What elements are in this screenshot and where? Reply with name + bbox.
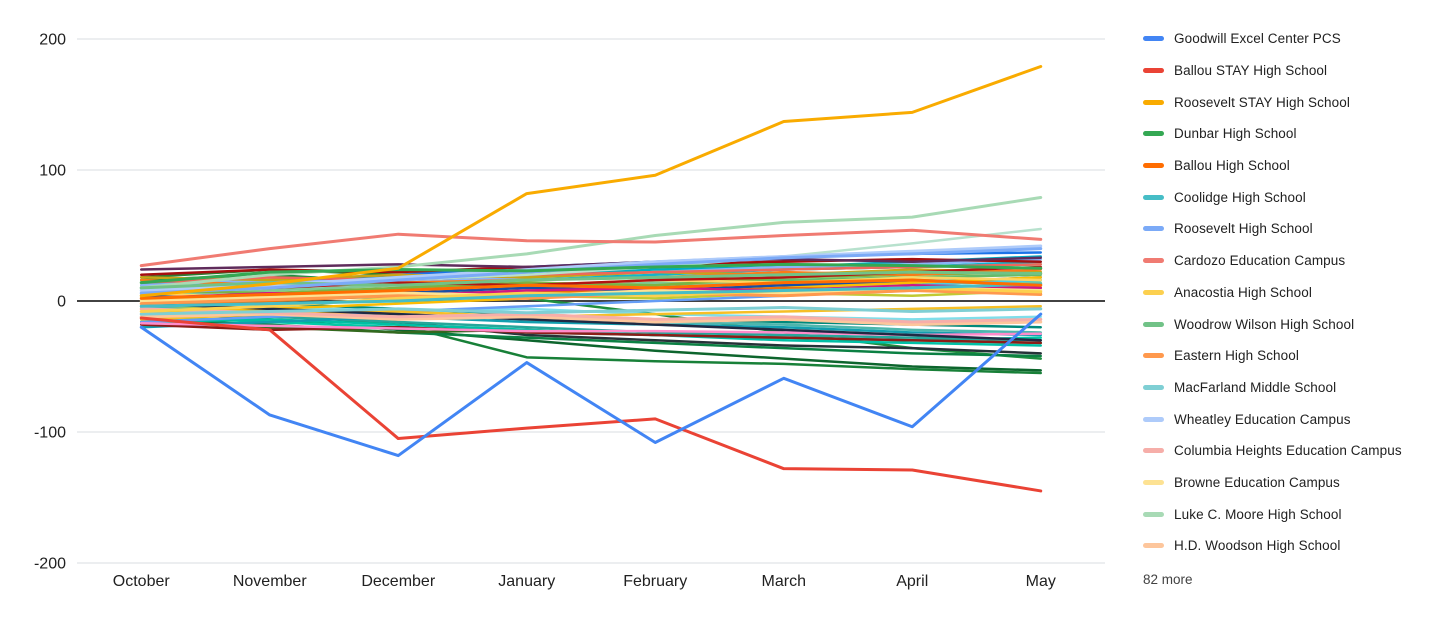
series-line [139, 228, 1043, 268]
legend-swatch-icon [1143, 321, 1164, 327]
axis-tick-labels: 200 100 0 -100 -200 October November December Ja… [34, 32, 1056, 591]
series-line [140, 315, 1042, 337]
legend-item-label: Dunbar High School [1174, 126, 1297, 142]
series-line [140, 268, 1042, 282]
legend-item-label: Woodrow Wilson High School [1174, 316, 1355, 332]
legend-item: Coolidge High School [1143, 181, 1453, 213]
x-tick-label: December [361, 573, 435, 590]
legend-item-label: Columbia Heights Education Campus [1174, 443, 1402, 459]
legend-swatch-icon [1143, 416, 1164, 422]
x-tick-label: March [762, 573, 806, 590]
legend-item: Anacostia High School [1143, 277, 1453, 309]
series-lines [139, 65, 1043, 493]
legend-more-label: 82 more [1143, 571, 1193, 587]
legend-item: Wheatley Education Campus [1143, 403, 1453, 435]
legend-item: Dunbar High School [1143, 118, 1453, 150]
series-line [139, 270, 1043, 290]
legend-swatch-icon [1143, 163, 1164, 169]
x-tick-label: May [1026, 573, 1056, 590]
legend-swatch-icon [1143, 543, 1164, 549]
legend-swatch-icon [1143, 479, 1164, 485]
series-line [139, 65, 1043, 298]
legend-item-label: Roosevelt STAY High School [1174, 94, 1350, 110]
legend: Goodwill Excel Center PCS Ballou STAY Hig… [1143, 23, 1453, 587]
y-tick-label: 0 [57, 294, 66, 311]
legend-item: Ballou STAY High School [1143, 55, 1453, 87]
legend-swatch-icon [1143, 226, 1164, 232]
legend-swatch-icon [1143, 448, 1164, 454]
series-line [139, 262, 1043, 285]
x-tick-label: January [498, 573, 555, 590]
legend-item-label: Cardozo Education Campus [1174, 253, 1346, 269]
legend-swatch-icon [1143, 194, 1164, 200]
legend-item: Browne Education Campus [1143, 467, 1453, 499]
legend-item-label: Anacostia High School [1174, 284, 1312, 300]
series-line [139, 306, 1043, 316]
legend-item: Roosevelt High School [1143, 213, 1453, 245]
legend-item-label: Eastern High School [1174, 348, 1299, 364]
legend-item-label: Ballou STAY High School [1174, 63, 1328, 79]
legend-item: Ballou High School [1143, 150, 1453, 182]
legend-swatch-icon [1143, 289, 1164, 295]
y-tick-label: 200 [39, 32, 66, 49]
chart-svg: 200 100 0 -100 -200 October November December Ja… [34, 32, 1105, 591]
legend-item: Columbia Heights Education Campus [1143, 435, 1453, 467]
legend-item-label: Coolidge High School [1174, 189, 1306, 205]
series-line [139, 312, 1043, 458]
x-tick-label: October [113, 573, 171, 590]
legend-item: Woodrow Wilson High School [1143, 308, 1453, 340]
y-tick-label: -200 [34, 556, 66, 573]
series-line [140, 263, 1042, 284]
y-tick-label: 100 [39, 163, 66, 180]
series-line [139, 316, 1043, 493]
legend-item: Luke C. Moore High School [1143, 498, 1453, 530]
legend-item-label: MacFarland Middle School [1174, 379, 1337, 395]
legend-item: Goodwill Excel Center PCS [1143, 23, 1453, 55]
legend-swatch-icon [1143, 258, 1164, 264]
y-tick-label: -100 [34, 425, 66, 442]
x-tick-label: February [623, 573, 687, 590]
legend-item-label: Roosevelt High School [1174, 221, 1313, 237]
legend-item-label: H.D. Woodson High School [1174, 538, 1341, 554]
legend-swatch-icon [1143, 36, 1164, 42]
series-line [139, 278, 1043, 300]
legend-swatch-icon [1143, 99, 1164, 105]
legend-swatch-icon [1143, 384, 1164, 390]
series-line [139, 196, 1043, 290]
x-tick-label: November [233, 573, 307, 590]
legend-item-label: Ballou High School [1174, 158, 1290, 174]
legend-swatch-icon [1143, 131, 1164, 137]
x-tick-label: April [896, 573, 928, 590]
legend-swatch-icon [1143, 353, 1164, 359]
legend-item: Eastern High School [1143, 340, 1453, 372]
series-line [139, 282, 1043, 308]
legend-item: Roosevelt STAY High School [1143, 86, 1453, 118]
legend-item: MacFarland Middle School [1143, 372, 1453, 404]
legend-item-label: Browne Education Campus [1174, 474, 1340, 490]
legend-item: Cardozo Education Campus [1143, 245, 1453, 277]
legend-item-label: Goodwill Excel Center PCS [1174, 31, 1341, 47]
series-line [140, 273, 1042, 360]
legend-swatch-icon [1143, 511, 1164, 517]
legend-items: Goodwill Excel Center PCS Ballou STAY Hig… [1143, 23, 1453, 562]
legend-item-label: Wheatley Education Campus [1174, 411, 1351, 427]
legend-item-label: Luke C. Moore High School [1174, 506, 1342, 522]
series-line [140, 310, 1042, 342]
series-line [139, 307, 1043, 324]
legend-item: H.D. Woodson High School [1143, 530, 1453, 562]
series-line [140, 323, 1042, 345]
series-line [139, 312, 1043, 327]
legend-swatch-icon [1143, 68, 1164, 74]
